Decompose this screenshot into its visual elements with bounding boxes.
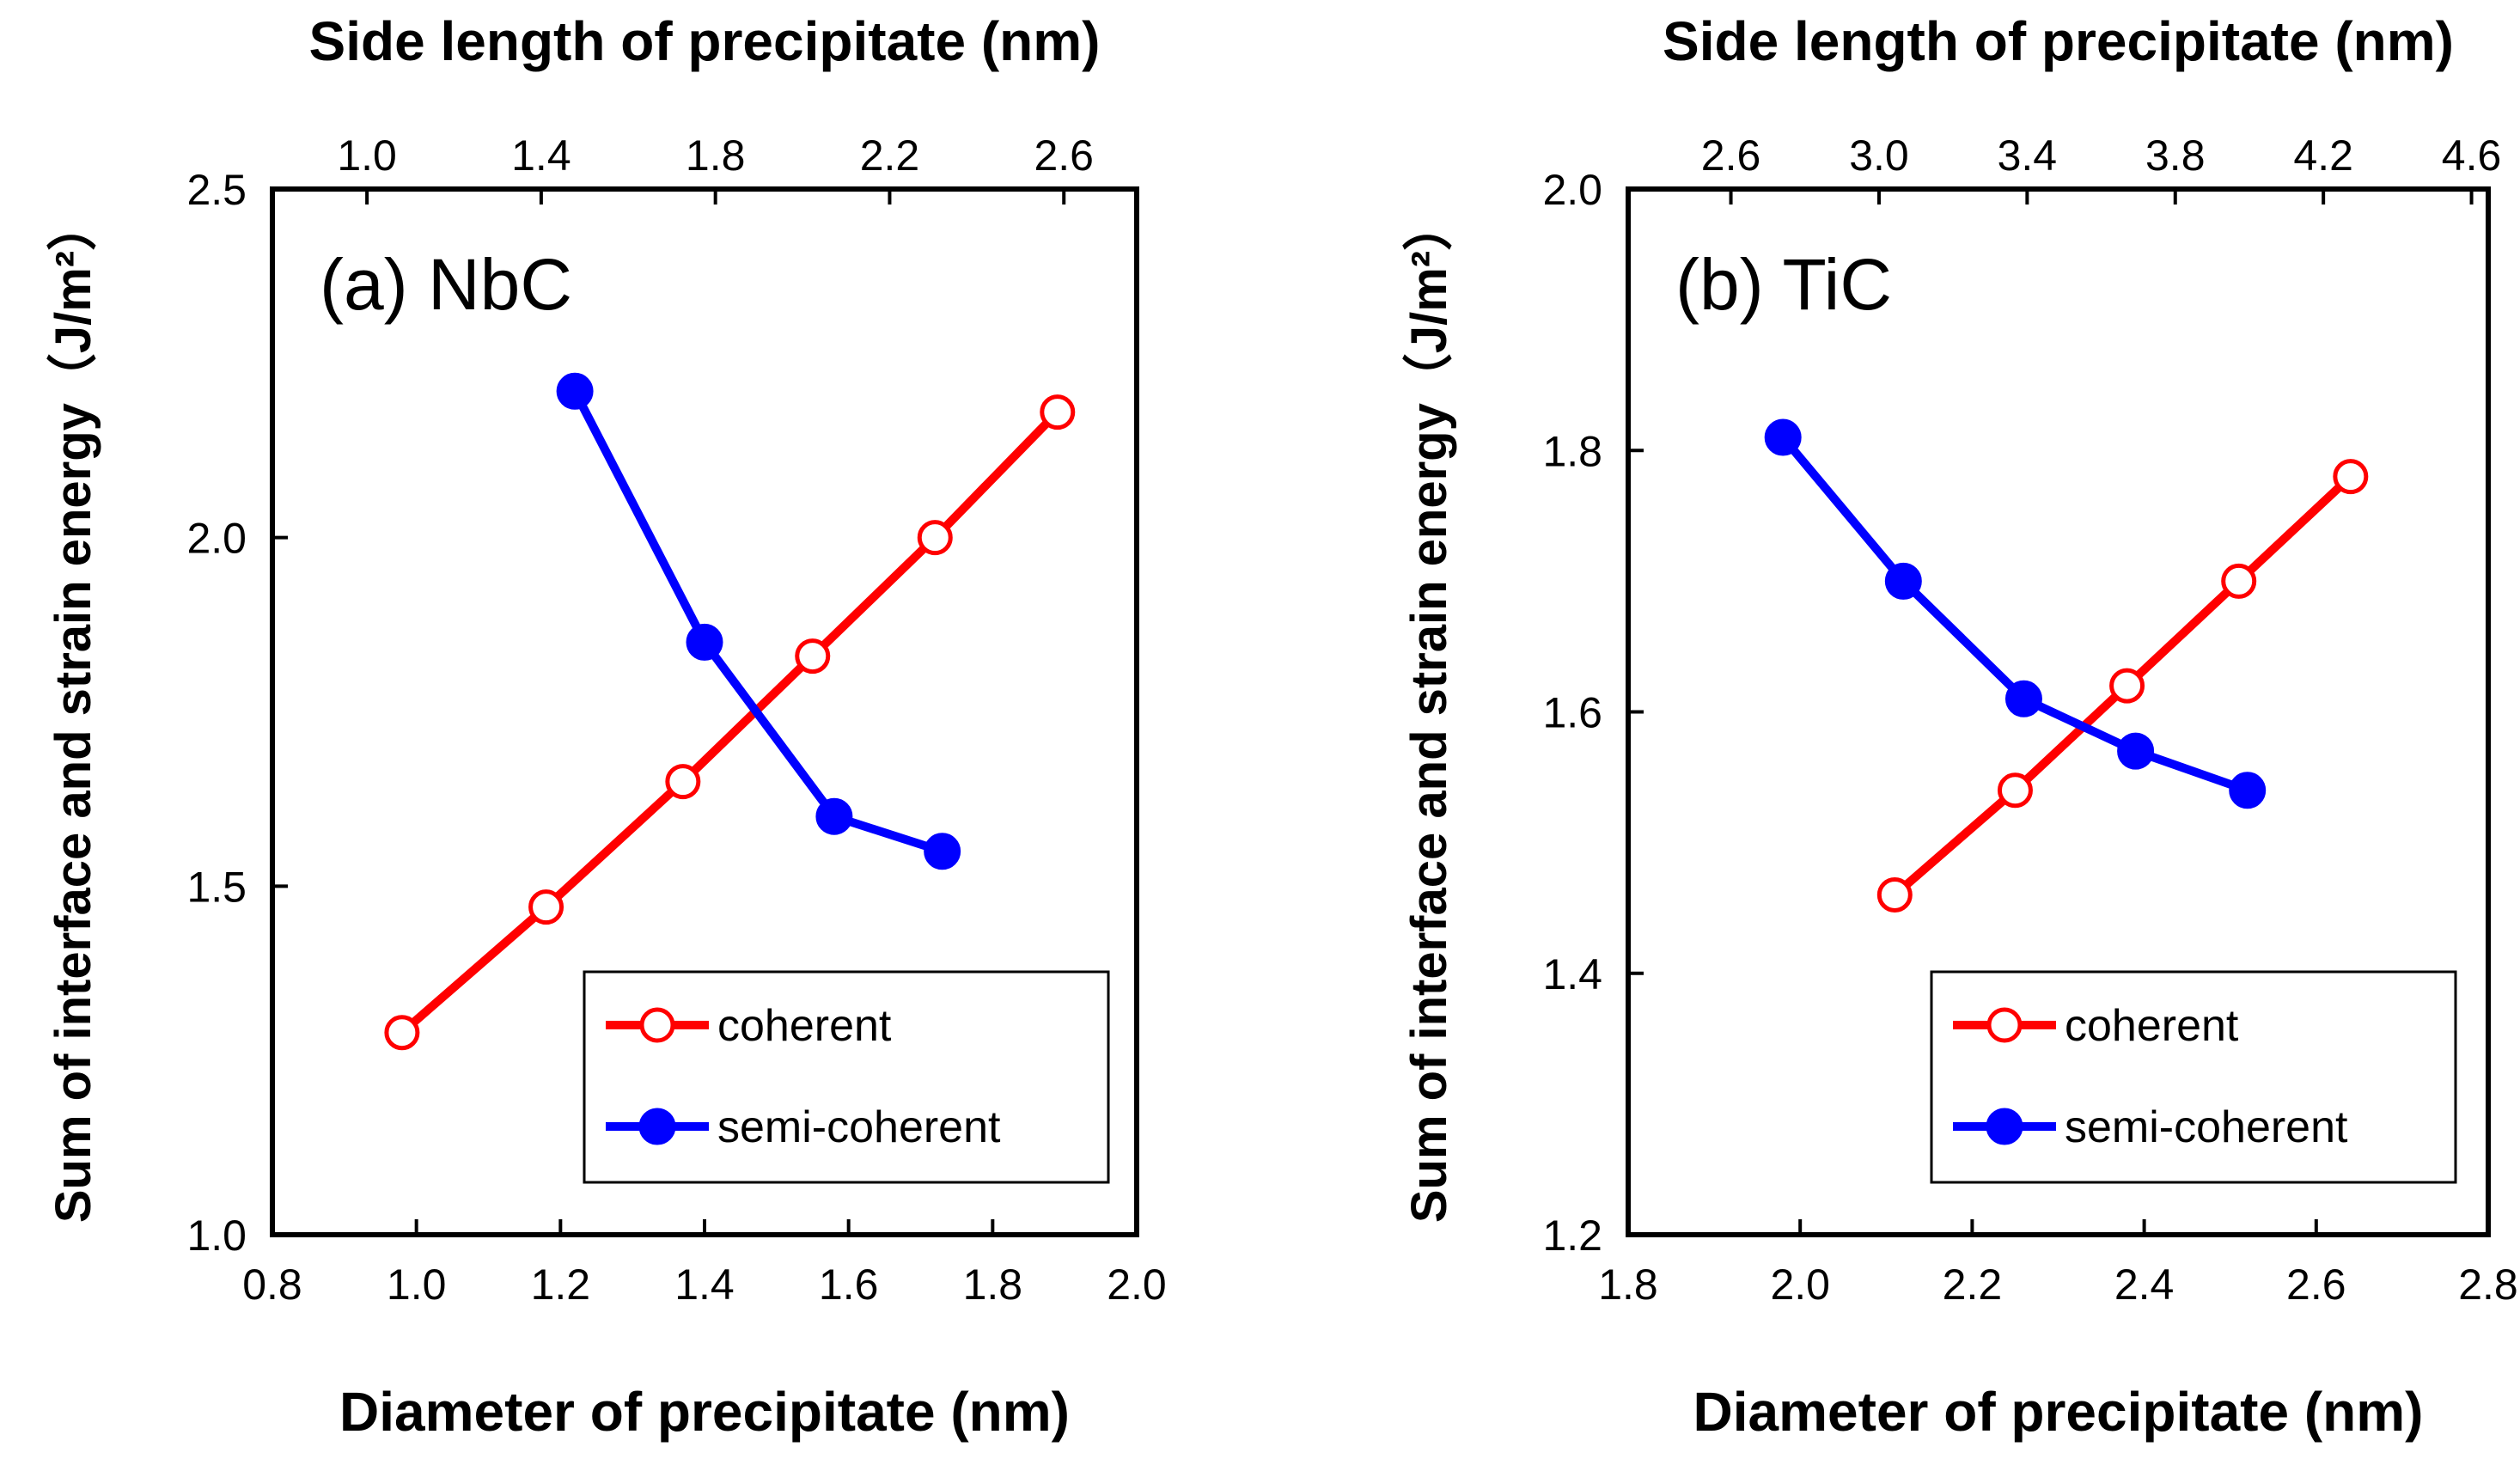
x-tick-label: 1.8 [1598,1261,1658,1309]
data-point-semi-coherent [1884,562,1922,600]
x2-tick-label: 3.4 [1998,131,2058,180]
x2-tick-label: 1.8 [686,131,746,180]
x-tick-label: 1.4 [674,1261,735,1309]
y-tick-label: 1.2 [1542,1212,1602,1260]
panel-b: 1.8 2.0 2.2 2.4 2.6 2.8 1.2 1.4 1.6 1.8 2.0 2.6 3.0 3… [1401,10,2518,1443]
x2-tick-label: 4.2 [2293,131,2353,180]
panel-label: (b) TiC [1675,244,1892,325]
x-axis-title: Diameter of precipitate (nm) [339,1381,1070,1443]
series-semi-coherent [556,372,961,870]
data-point-coherent [1040,394,1076,430]
y-tick-label: 2.0 [1542,166,1602,214]
panel-a: 0.8 1.0 1.2 1.4 1.6 1.8 2.01.01.52.02.51.0 1.4 1… [46,10,1167,1443]
data-point-coherent [665,764,701,800]
series-line-semi-coherent [1779,433,2252,795]
data-point-semi-coherent [556,372,594,410]
y-tick-label: 2.0 [186,515,247,563]
x-tick-label: 0.8 [242,1261,302,1309]
series-line-semi-coherent [571,387,947,856]
legend-box [583,970,1110,1184]
y-tick-label: 2.5 [186,166,247,214]
y-tick-label: 1.5 [186,863,247,911]
x2-tick-label: 2.6 [1701,131,1761,180]
y-axis-title: Sum of interface and strain energy（J/m²） [46,201,101,1223]
y-tick-label: 1.8 [1542,427,1602,475]
panel-label: (a) NbC [320,244,572,325]
data-point-coherent [795,638,831,675]
series-coherent [1876,459,2369,913]
x-tick-label: 2.0 [1107,1261,1167,1309]
legend-label-semi-coherent: semi-coherent [717,1102,1001,1152]
legend-label-coherent: coherent [2065,1001,2239,1051]
x-tick-label: 2.0 [1770,1261,1830,1309]
legend-label-semi-coherent: semi-coherent [2065,1102,2348,1152]
x-tick-label: 2.6 [2286,1261,2346,1309]
legend-marker-semi-coherent [1986,1108,2023,1145]
data-point-coherent [917,520,953,556]
data-point-semi-coherent [1764,418,1802,456]
x-tick-label: 2.8 [2458,1261,2518,1309]
legend-box [1930,970,2457,1184]
data-point-coherent [2333,459,2369,495]
data-point-semi-coherent [2117,732,2155,770]
x-tick-label: 1.2 [531,1261,591,1309]
legend-marker-coherent [639,1007,675,1043]
data-point-coherent [384,1015,420,1051]
x2-axis-title: Side length of precipitate (nm) [309,10,1101,72]
data-point-semi-coherent [924,833,961,870]
legend: coherent semi-coherent [1930,970,2457,1184]
y-tick-label: 1.4 [1542,950,1602,998]
series-line-coherent [397,407,1062,1037]
data-point-coherent [528,889,564,925]
x2-tick-label: 1.0 [337,131,397,180]
data-point-coherent [1997,772,2033,809]
x-tick-label: 1.0 [387,1261,447,1309]
y-axis-title: Sum of interface and strain energy（J/m²） [1401,201,1457,1223]
x-axis-title: Diameter of precipitate (nm) [1693,1381,2424,1443]
legend-marker-semi-coherent [638,1108,676,1145]
y-tick-label: 1.6 [1542,689,1602,737]
y-tick-label: 1.0 [186,1212,247,1260]
x2-tick-label: 4.6 [2442,131,2502,180]
x2-axis-title: Side length of precipitate (nm) [1663,10,2454,72]
data-point-semi-coherent [2004,680,2042,717]
x-tick-label: 2.4 [2114,1261,2175,1309]
x2-tick-label: 2.6 [1034,131,1094,180]
x2-tick-label: 2.2 [860,131,920,180]
data-point-coherent [2109,668,2145,704]
legend: coherent semi-coherent [583,970,1110,1184]
x-tick-label: 1.8 [963,1261,1023,1309]
x2-tick-label: 1.4 [511,131,571,180]
legend-marker-coherent [1986,1007,2023,1043]
series-semi-coherent [1764,418,2267,809]
series-coherent [384,394,1076,1051]
data-point-semi-coherent [686,623,723,661]
data-point-semi-coherent [815,797,853,835]
x-tick-label: 1.6 [819,1261,879,1309]
data-point-semi-coherent [2229,772,2267,809]
data-point-coherent [2221,563,2257,599]
x2-tick-label: 3.0 [1849,131,1909,180]
x-tick-label: 2.2 [1943,1261,2003,1309]
data-point-coherent [1876,876,1913,913]
legend-label-coherent: coherent [717,1001,892,1051]
x2-tick-label: 3.8 [2145,131,2206,180]
